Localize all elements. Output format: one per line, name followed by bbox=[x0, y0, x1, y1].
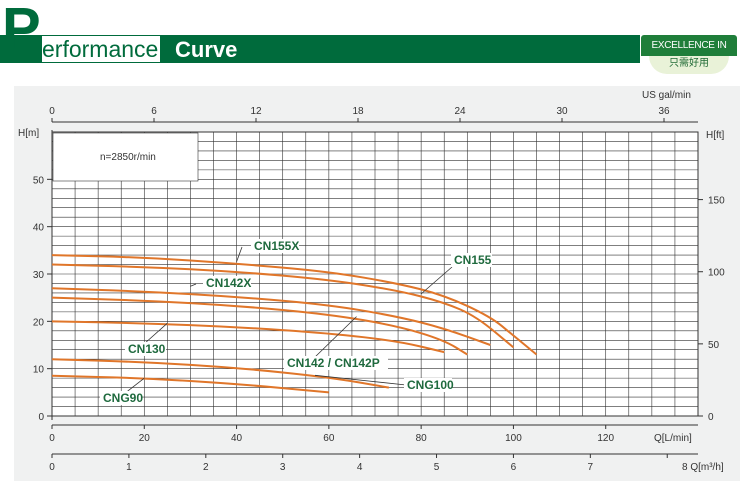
title-initial: P bbox=[2, 0, 41, 61]
curve-label-cn142-cn142p: CN142 / CN142P bbox=[287, 356, 380, 370]
curve-label-cn155: CN155 bbox=[454, 253, 492, 267]
top-axis-label: US gal/min bbox=[642, 90, 691, 101]
chart-panel: n=2850r/min H[m] 0 10 20 30 40 50 H[ft] 0 50 100 150… bbox=[14, 86, 740, 481]
bottom-tick-label-m3h: 6 bbox=[511, 462, 517, 473]
series-line-cng90 bbox=[51, 374, 329, 394]
top-tick-label: 12 bbox=[250, 106, 262, 117]
left-tick-label: 30 bbox=[33, 270, 45, 281]
label-bg bbox=[125, 342, 166, 356]
left-tick-label: 10 bbox=[33, 365, 45, 376]
label-leader bbox=[143, 322, 168, 345]
bottom-tick-label-m3h: 0 bbox=[49, 462, 55, 473]
series-line-cn130 bbox=[51, 320, 445, 354]
title-word-performance: erformance bbox=[42, 36, 161, 62]
left-tick-label: 0 bbox=[38, 412, 44, 423]
label-bg bbox=[284, 356, 388, 370]
bottom-tick-label-m3h: 4 bbox=[357, 462, 363, 473]
left-tick-label: 50 bbox=[33, 175, 45, 186]
performance-chart: n=2850r/minH[m]01020304050H[ft]050100150… bbox=[18, 90, 725, 473]
curve-label-cng90: CNG90 bbox=[103, 391, 143, 405]
bottom-tick-label-m3h: 3 bbox=[280, 462, 286, 473]
label-bg bbox=[404, 378, 452, 392]
left-tick-label: 20 bbox=[33, 317, 45, 328]
bottom-tick-label-lmin: 40 bbox=[231, 433, 243, 444]
top-tick-label: 24 bbox=[454, 106, 466, 117]
series-line-cng100 bbox=[51, 358, 390, 389]
label-leader bbox=[313, 316, 357, 359]
title-word-curve: Curve bbox=[175, 37, 238, 62]
bottom-tick-label-lmin: 100 bbox=[505, 433, 522, 444]
series-line-cn155x bbox=[51, 254, 538, 356]
left-axis-label: H[m] bbox=[18, 128, 39, 139]
bottom-tick-label-m3h: 5 bbox=[434, 462, 440, 473]
label-leader bbox=[314, 374, 407, 386]
top-tick-label: 18 bbox=[352, 106, 364, 117]
label-leader bbox=[420, 266, 453, 295]
label-bg bbox=[251, 239, 299, 253]
top-tick-label: 0 bbox=[49, 106, 55, 117]
badge-top-text: EXCELLENCE IN USE bbox=[641, 35, 737, 72]
top-tick-label: 6 bbox=[151, 106, 157, 117]
label-bg bbox=[451, 253, 492, 267]
left-tick-label: 40 bbox=[33, 223, 45, 234]
bottom-axis-m3h-label: 8 Q[m³/h] bbox=[682, 462, 724, 473]
bottom-tick-label-m3h: 2 bbox=[203, 462, 209, 473]
right-tick-label: 150 bbox=[708, 196, 725, 207]
bottom-tick-label-lmin: 120 bbox=[597, 433, 614, 444]
speed-box bbox=[52, 132, 199, 182]
curve-label-cn155x: CN155X bbox=[254, 239, 299, 253]
right-axis-label: H[ft] bbox=[706, 130, 725, 141]
badge-bottom-text: 只需好用 bbox=[649, 56, 729, 74]
curve-label-cn130: CN130 bbox=[128, 342, 166, 356]
bottom-axis-lmin-label: Q[L/min] bbox=[654, 433, 692, 444]
series-line-cn155 bbox=[51, 263, 515, 349]
top-tick-label: 30 bbox=[556, 106, 568, 117]
bottom-tick-label-lmin: 80 bbox=[416, 433, 428, 444]
bottom-tick-label-lmin: 0 bbox=[49, 433, 55, 444]
bottom-tick-label-lmin: 60 bbox=[323, 433, 335, 444]
excellence-badge: EXCELLENCE IN USE 只需好用 bbox=[641, 35, 737, 75]
label-leader bbox=[190, 283, 197, 287]
top-tick-label: 36 bbox=[658, 106, 670, 117]
right-tick-label: 100 bbox=[708, 268, 725, 279]
label-bg bbox=[100, 391, 141, 405]
series-line-cn142x bbox=[51, 287, 491, 346]
series-line-cn142-cn142p bbox=[51, 296, 468, 356]
label-bg bbox=[203, 276, 251, 290]
label-leader bbox=[236, 246, 243, 262]
curve-label-cn142x: CN142X bbox=[206, 276, 251, 290]
bottom-tick-label-m3h: 7 bbox=[588, 462, 594, 473]
right-tick-label: 0 bbox=[708, 412, 714, 423]
bottom-tick-label-lmin: 20 bbox=[139, 433, 151, 444]
right-tick-label: 50 bbox=[708, 340, 720, 351]
page-header: P erformance Curve EXCELLENCE IN USE 只需好… bbox=[0, 0, 753, 82]
speed-annotation: n=2850r/min bbox=[100, 152, 156, 163]
bottom-tick-label-m3h: 1 bbox=[126, 462, 132, 473]
curve-label-cng100: CNG100 bbox=[407, 378, 454, 392]
